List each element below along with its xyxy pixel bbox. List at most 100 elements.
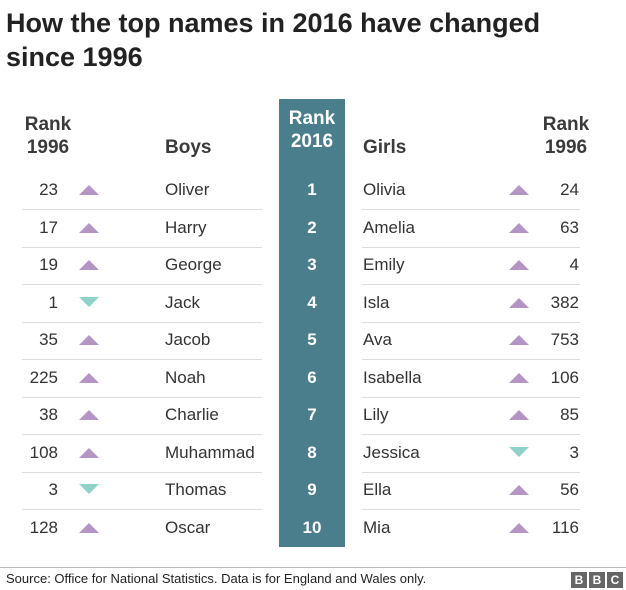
girl-rank-1996: 116 [551, 518, 579, 537]
rank-2016: 3 [307, 255, 317, 274]
boy-name: Oliver [165, 180, 210, 199]
triangle-up-icon [509, 298, 529, 308]
girl-trend-cell [509, 321, 529, 358]
chart-title: How the top names in 2016 have changed s… [6, 8, 541, 72]
row-divider [362, 434, 580, 435]
girl-rank-1996: 56 [560, 480, 579, 499]
table-row: 108 Muhammad 8 Jessica 3 [0, 434, 626, 471]
girl-rank-1996: 24 [560, 180, 579, 199]
boy-trend-cell [79, 246, 99, 283]
girl-trend-cell [509, 246, 529, 283]
girl-name: Jessica [363, 443, 420, 462]
triangle-down-icon [509, 447, 529, 457]
triangle-up-icon [79, 223, 99, 233]
rank-2016: 1 [307, 180, 317, 199]
row-divider [362, 397, 580, 398]
boy-rank-1996: 35 [39, 330, 58, 349]
boy-name: George [165, 255, 222, 274]
row-divider [362, 209, 580, 210]
bbc-logo-letter: B [589, 572, 605, 588]
source-note: Source: Office for National Statistics. … [6, 571, 427, 586]
boy-name: Charlie [165, 405, 219, 424]
girl-rank-1996: 753 [550, 330, 579, 349]
girl-name: Olivia [363, 180, 406, 199]
girl-trend-cell [509, 434, 529, 471]
triangle-up-icon [509, 485, 529, 495]
triangle-up-icon [79, 260, 99, 270]
row-divider [362, 472, 580, 473]
boy-trend-cell [79, 171, 99, 208]
triangle-down-icon [79, 297, 99, 307]
rank-2016-column: Rank 2016 [279, 99, 345, 547]
girl-trend-cell [509, 284, 529, 321]
boy-rank-1996: 3 [48, 480, 58, 499]
girl-name: Isla [363, 293, 390, 312]
girl-trend-cell [509, 359, 529, 396]
boy-rank-1996: 225 [29, 368, 58, 387]
triangle-up-icon [509, 260, 529, 270]
row-divider [22, 434, 262, 435]
boy-name: Thomas [165, 480, 227, 499]
row-divider [362, 359, 580, 360]
header-boys: Boys [165, 137, 212, 158]
header-boys-rank-1996: Rank 1996 [24, 114, 72, 158]
rank-2016: 7 [307, 405, 317, 424]
triangle-up-icon [509, 223, 529, 233]
boy-trend-cell [79, 471, 99, 508]
row-divider [22, 284, 262, 285]
row-divider [22, 359, 262, 360]
bbc-logo-letter: B [571, 572, 587, 588]
girl-rank-1996: 3 [569, 443, 579, 462]
boy-trend-cell [79, 359, 99, 396]
triangle-up-icon [79, 335, 99, 345]
girl-name: Amelia [363, 218, 415, 237]
triangle-up-icon [79, 448, 99, 458]
boy-trend-cell [79, 284, 99, 321]
girl-trend-cell [509, 209, 529, 246]
rank-2016: 2 [307, 218, 317, 237]
boy-trend-cell [79, 509, 99, 546]
girl-name: Ava [363, 330, 392, 349]
triangle-up-icon [509, 373, 529, 383]
row-divider [22, 509, 262, 510]
row-divider [22, 472, 262, 473]
triangle-up-icon [79, 410, 99, 420]
girl-rank-1996: 85 [560, 405, 579, 424]
triangle-down-icon [79, 484, 99, 494]
girl-name: Ella [363, 480, 392, 499]
triangle-up-icon [509, 523, 529, 533]
boy-trend-cell [79, 396, 99, 433]
girl-name: Lily [363, 405, 389, 424]
boy-trend-cell [79, 321, 99, 358]
bbc-logo: B B C [571, 572, 623, 588]
rank-2016: 5 [307, 330, 317, 349]
girl-name: Mia [363, 518, 391, 537]
boy-name: Noah [165, 368, 206, 387]
triangle-up-icon [79, 373, 99, 383]
table-row: 38 Charlie 7 Lily 85 [0, 396, 626, 433]
rank-2016: 10 [302, 518, 322, 537]
boy-name: Muhammad [165, 443, 255, 462]
triangle-up-icon [79, 523, 99, 533]
girl-trend-cell [509, 396, 529, 433]
boy-trend-cell [79, 434, 99, 471]
bbc-logo-letter: C [607, 572, 623, 588]
table-row: 225 Noah 6 Isabella 106 [0, 359, 626, 396]
table-row: 19 George 3 Emily 4 [0, 246, 626, 283]
row-divider [22, 209, 262, 210]
boy-name: Harry [165, 218, 207, 237]
rank-2016: 4 [307, 293, 317, 312]
boy-rank-1996: 23 [39, 180, 58, 199]
boy-rank-1996: 17 [39, 218, 58, 237]
row-divider [22, 247, 262, 248]
table-row: 1 Jack 4 Isla 382 [0, 284, 626, 321]
boy-trend-cell [79, 209, 99, 246]
triangle-up-icon [509, 335, 529, 345]
table-row: 23 Oliver 1 Olivia 24 [0, 171, 626, 208]
table-row: 35 Jacob 5 Ava 753 [0, 321, 626, 358]
triangle-up-icon [509, 410, 529, 420]
triangle-up-icon [509, 185, 529, 195]
rank-2016: 9 [307, 480, 317, 499]
rank-2016: 6 [307, 368, 317, 387]
girl-trend-cell [509, 471, 529, 508]
